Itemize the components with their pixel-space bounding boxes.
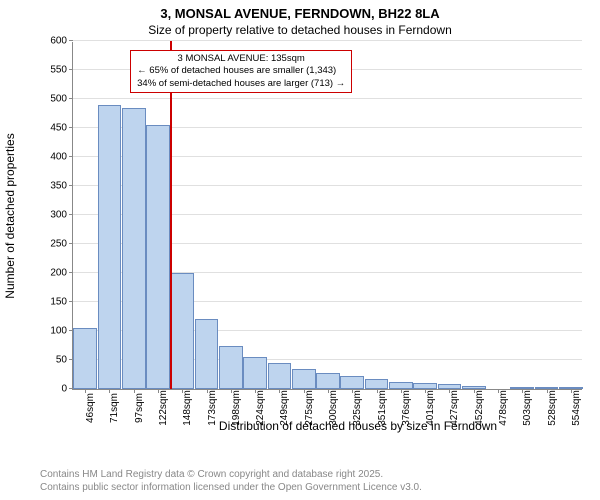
footer-line-1: Contains HM Land Registry data © Crown c… bbox=[40, 468, 422, 481]
x-tick-label: 427sqm bbox=[449, 390, 460, 426]
x-tick-label: 300sqm bbox=[328, 390, 339, 426]
histogram-bar bbox=[73, 328, 97, 389]
annotation-box: 3 MONSAL AVENUE: 135sqm ← 65% of detache… bbox=[130, 50, 352, 93]
x-tick-label: 97sqm bbox=[134, 393, 145, 423]
y-tick-label: 0 bbox=[43, 384, 67, 395]
x-tick-label: 325sqm bbox=[352, 390, 363, 426]
footer-line-2: Contains public sector information licen… bbox=[40, 481, 422, 494]
y-tick-label: 600 bbox=[43, 36, 67, 47]
y-tick-mark bbox=[69, 156, 73, 157]
plot-area: Distribution of detached houses by size … bbox=[72, 42, 582, 390]
y-tick-label: 300 bbox=[43, 210, 67, 221]
x-tick-label: 224sqm bbox=[255, 390, 266, 426]
histogram-bar bbox=[389, 382, 413, 389]
x-tick-label: 452sqm bbox=[474, 390, 485, 426]
x-tick-label: 275sqm bbox=[304, 390, 315, 426]
annotation-smaller: ← 65% of detached houses are smaller (1,… bbox=[137, 65, 345, 77]
y-tick-mark bbox=[69, 98, 73, 99]
histogram-bar bbox=[365, 379, 389, 389]
y-tick-label: 100 bbox=[43, 326, 67, 337]
x-tick-label: 198sqm bbox=[231, 390, 242, 426]
y-gridline bbox=[73, 40, 582, 41]
x-tick-label: 503sqm bbox=[522, 390, 533, 426]
x-tick-label: 478sqm bbox=[498, 390, 509, 426]
y-tick-mark bbox=[69, 243, 73, 244]
y-tick-label: 550 bbox=[43, 65, 67, 76]
y-axis-label: Number of detached properties bbox=[3, 133, 17, 298]
x-tick-label: 122sqm bbox=[158, 390, 169, 426]
x-tick-label: 351sqm bbox=[377, 390, 388, 426]
y-tick-mark bbox=[69, 214, 73, 215]
x-tick-label: 71sqm bbox=[109, 393, 120, 423]
marker-line bbox=[170, 41, 172, 389]
chart-container: Number of detached properties Distributi… bbox=[42, 42, 582, 432]
y-tick-label: 150 bbox=[43, 297, 67, 308]
y-gridline bbox=[73, 98, 582, 99]
x-tick-label: 173sqm bbox=[207, 390, 218, 426]
footer: Contains HM Land Registry data © Crown c… bbox=[40, 468, 422, 494]
page-title: 3, MONSAL AVENUE, FERNDOWN, BH22 8LA bbox=[0, 0, 600, 21]
y-tick-label: 200 bbox=[43, 268, 67, 279]
x-tick-label: 528sqm bbox=[547, 390, 558, 426]
x-tick-label: 148sqm bbox=[182, 390, 193, 426]
histogram-bar bbox=[292, 369, 316, 389]
histogram-bar bbox=[243, 357, 267, 389]
x-tick-label: 401sqm bbox=[425, 390, 436, 426]
y-tick-mark bbox=[69, 301, 73, 302]
y-tick-label: 400 bbox=[43, 152, 67, 163]
histogram-bar bbox=[219, 346, 243, 390]
y-tick-mark bbox=[69, 185, 73, 186]
y-tick-mark bbox=[69, 40, 73, 41]
annotation-title: 3 MONSAL AVENUE: 135sqm bbox=[137, 53, 345, 65]
y-tick-mark bbox=[69, 272, 73, 273]
y-tick-label: 50 bbox=[43, 355, 67, 366]
histogram-bar bbox=[146, 125, 170, 389]
y-tick-label: 500 bbox=[43, 94, 67, 105]
histogram-bar bbox=[98, 105, 122, 389]
x-tick-label: 376sqm bbox=[401, 390, 412, 426]
histogram-bar bbox=[316, 373, 340, 389]
histogram-bar bbox=[268, 363, 292, 389]
y-tick-label: 350 bbox=[43, 181, 67, 192]
x-tick-label: 249sqm bbox=[279, 390, 290, 426]
y-tick-label: 250 bbox=[43, 239, 67, 250]
histogram-bar bbox=[195, 319, 219, 389]
annotation-larger: 34% of semi-detached houses are larger (… bbox=[137, 78, 345, 90]
x-tick-label: 554sqm bbox=[571, 390, 582, 426]
histogram-bar bbox=[122, 108, 146, 389]
y-tick-mark bbox=[69, 69, 73, 70]
x-tick-label: 46sqm bbox=[85, 393, 96, 423]
y-tick-label: 450 bbox=[43, 123, 67, 134]
y-tick-mark bbox=[69, 127, 73, 128]
histogram-bar bbox=[340, 376, 364, 389]
page-subtitle: Size of property relative to detached ho… bbox=[0, 21, 600, 37]
histogram-bar bbox=[170, 273, 194, 389]
